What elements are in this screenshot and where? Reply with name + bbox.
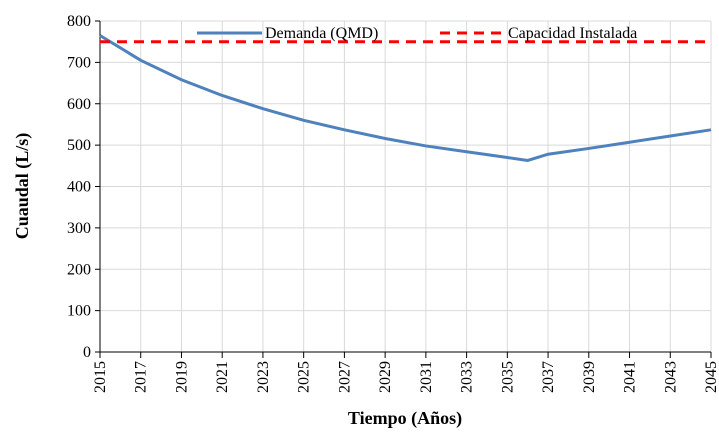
- x-tick-label: 2015: [92, 361, 109, 393]
- x-tick-label: 2025: [296, 361, 313, 393]
- x-tick-label: 2039: [581, 361, 598, 393]
- data-line: [99, 34, 712, 162]
- x-tick-label: 2023: [255, 361, 272, 393]
- x-tick-label: 2019: [173, 361, 190, 393]
- y-tick-label: 100: [67, 303, 91, 320]
- y-tick-label: 400: [67, 179, 91, 196]
- x-tick-label: 2027: [336, 361, 353, 393]
- x-tick-label: 2043: [662, 361, 679, 393]
- legend-label: Capacidad Instalada: [508, 25, 637, 42]
- x-tick-label: 2031: [418, 361, 435, 393]
- y-tick-label: 300: [67, 220, 91, 237]
- x-tick-label: 2021: [214, 361, 231, 393]
- y-tick-label: 200: [67, 261, 91, 278]
- y-tick-label: 600: [67, 96, 91, 113]
- legend-label: Demanda (QMD): [265, 25, 378, 42]
- x-tick-label: 2037: [540, 361, 557, 393]
- x-tick-label: 2045: [703, 361, 719, 393]
- y-tick-label: 700: [67, 54, 91, 71]
- y-axis-label: Cuaudal (L/s): [12, 133, 33, 240]
- x-tick-label: 2029: [377, 361, 394, 393]
- y-tick-label: 800: [67, 13, 91, 30]
- x-tick-label: 2041: [622, 361, 639, 393]
- x-tick-label: 2035: [499, 361, 516, 393]
- y-tick-label: 0: [83, 344, 91, 361]
- x-tick-label: 2017: [133, 361, 150, 393]
- x-tick-label: 2033: [459, 361, 476, 393]
- x-axis-label: Tiempo (Años): [348, 408, 462, 429]
- y-tick-label: 500: [67, 137, 91, 154]
